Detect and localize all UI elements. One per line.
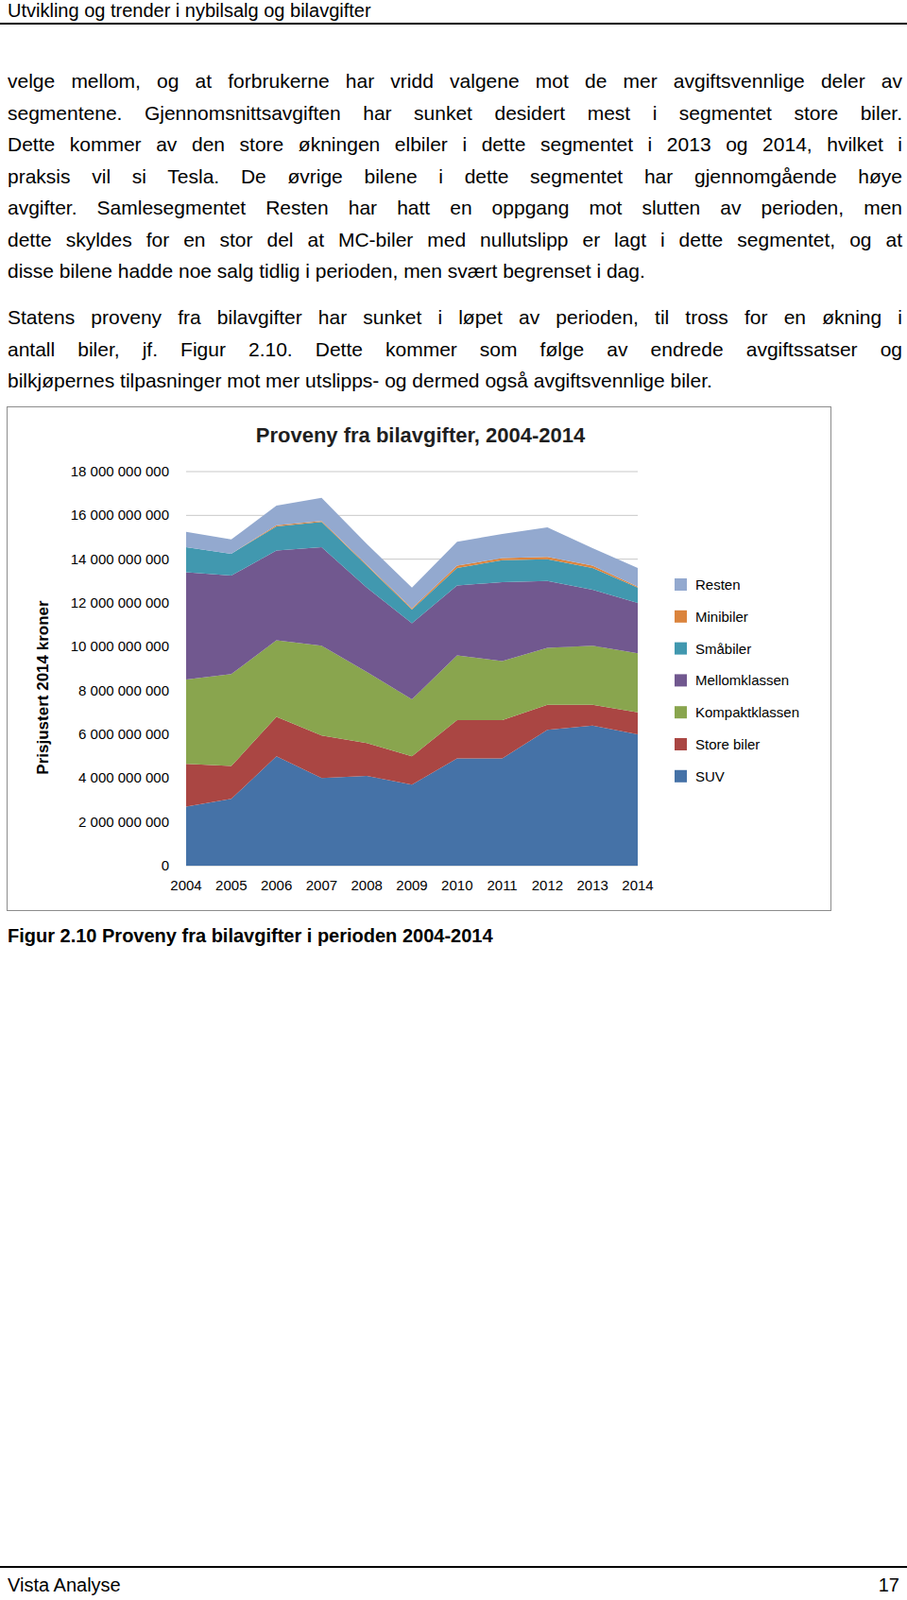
legend-label: SUV: [695, 768, 725, 785]
legend-label: Minibiler: [695, 608, 749, 625]
paragraph-line: bilkjøpernes tilpasninger mot mer utslip…: [7, 364, 903, 397]
footer-page: 17: [878, 1573, 900, 1596]
figure-caption: Figur 2.10 Proveny fra bilavgifter i per…: [7, 924, 494, 947]
legend-swatch: [674, 770, 687, 783]
x-tick-label: 2006: [260, 876, 292, 893]
paragraph-line: disse bilene hadde noe salg tidlig i per…: [7, 255, 903, 288]
x-tick-label: 2011: [486, 876, 517, 893]
legend-swatch: [674, 673, 687, 686]
y-tick-label: 18 000 000 000: [70, 462, 170, 480]
y-tick-label: 4 000 000 000: [78, 769, 170, 786]
chart: Proveny fra bilavgifter, 2004-2014 0 2 000…: [6, 406, 832, 911]
header-title: Utvikling og trender i nybilsalg og bila…: [7, 0, 372, 21]
legend-swatch: [674, 737, 687, 751]
y-tick-label: 6 000 000 000: [78, 725, 170, 742]
chart-title: Proveny fra bilavgifter, 2004-2014: [256, 423, 586, 447]
footer-left: Vista Analyse: [7, 1573, 121, 1596]
legend-swatch: [674, 578, 687, 591]
footer-rule: [0, 1565, 907, 1568]
legend-label: Store biler: [695, 735, 760, 753]
x-tick-label: 2009: [395, 876, 428, 893]
legend-label: Mellomklassen: [695, 671, 789, 688]
legend-label: Småbiler: [695, 640, 752, 657]
x-tick-label: 2005: [215, 876, 247, 893]
legend-label: Resten: [695, 576, 741, 593]
y-tick-label: 12 000 000 000: [70, 594, 170, 611]
paragraph-line: segmentene. Gjennomsnittsavgiften har su…: [7, 97, 903, 130]
y-tick-label: 0: [161, 856, 170, 873]
header-rule: [0, 22, 907, 25]
paragraph-line: avgifter. Samlesegmentet Resten har hatt…: [7, 191, 903, 224]
legend-label: Kompaktklassen: [695, 703, 800, 720]
paragraph-line: Statens proveny fra bilavgifter har sunk…: [7, 301, 903, 334]
area: [186, 497, 638, 609]
paragraph-line: antall biler, jf. Figur 2.10. Dette komm…: [7, 333, 903, 366]
y-tick-label: 2 000 000 000: [78, 813, 170, 830]
y-tick-label: 16 000 000 000: [70, 506, 170, 523]
y-axis-label: Prisjustert 2014 kroner: [34, 599, 52, 775]
legend-swatch: [674, 610, 687, 623]
x-tick-label: 2013: [577, 876, 609, 893]
paragraph-line: dette skyldes for en stor del at MC-bile…: [7, 223, 903, 257]
grid-line: [186, 471, 638, 473]
x-tick-label: 2014: [621, 876, 653, 893]
grid-line: [186, 514, 638, 516]
paragraph-line: velge mellom, og at forbrukerne har vrid…: [7, 65, 903, 98]
chart-frame: [7, 407, 832, 911]
x-tick-label: 2008: [351, 876, 383, 893]
x-tick-label: 2004: [170, 876, 202, 893]
x-tick-label: 2007: [306, 876, 338, 893]
x-tick-label: 2012: [531, 876, 564, 893]
y-tick-label: 10 000 000 000: [70, 637, 170, 654]
paragraph-line: Dette kommer av den store økningen elbil…: [7, 128, 903, 161]
legend-swatch: [674, 642, 687, 655]
paragraph-line: praksis vil si Tesla. De øvrige bilene i…: [7, 160, 903, 193]
legend-swatch: [674, 705, 687, 719]
y-tick-label: 8 000 000 000: [78, 682, 170, 699]
plot-area: [186, 497, 638, 866]
x-tick-label: 2010: [441, 876, 473, 893]
y-tick-label: 14 000 000 000: [70, 550, 170, 567]
